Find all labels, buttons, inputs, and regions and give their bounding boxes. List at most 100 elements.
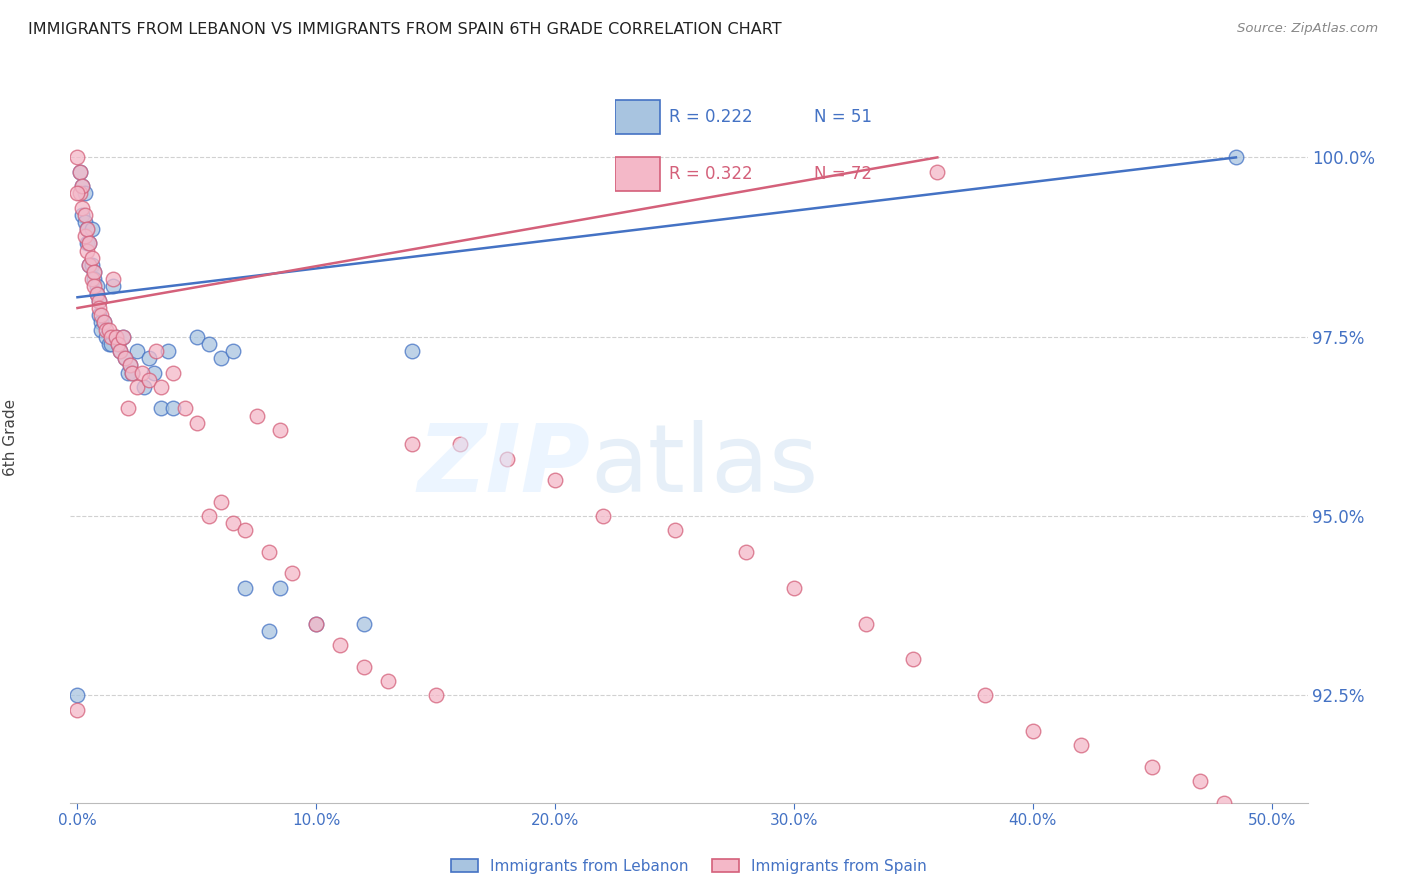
Point [1213,796,1236,810]
Text: atlas: atlas [591,420,818,512]
Point [114,351,136,366]
Point [83,272,105,286]
Point [401,344,423,359]
Point [145,344,167,359]
Point [66,150,89,164]
Point [162,401,184,416]
Point [114,351,136,366]
Point [198,508,221,523]
Point [90,308,112,322]
Point [79,236,101,251]
Point [117,366,139,380]
Point [121,366,143,380]
Point [117,401,139,416]
Point [66,702,89,716]
Point [69,165,91,179]
Point [97,322,120,336]
Point [73,186,96,201]
Point [305,616,328,631]
Point [93,315,115,329]
Point [118,359,141,373]
Point [94,322,117,336]
Point [70,208,93,222]
Point [783,581,806,595]
Point [1189,774,1212,789]
Point [87,293,110,308]
Point [209,351,232,366]
Point [186,329,208,343]
Point [222,516,245,530]
Point [107,336,129,351]
Point [209,494,232,508]
Point [69,165,91,179]
Point [97,336,120,351]
Point [86,279,108,293]
Point [76,236,98,251]
Point [198,336,221,351]
Point [592,508,614,523]
Point [246,409,269,423]
Point [138,373,160,387]
Point [111,329,134,343]
Point [157,344,180,359]
Point [100,329,122,343]
Point [80,258,103,272]
Point [269,581,291,595]
Point [121,366,143,380]
Point [162,366,184,380]
Point [90,322,112,336]
Point [69,186,91,201]
Point [80,222,103,236]
Point [233,581,256,595]
Point [83,279,105,293]
Point [138,351,160,366]
Point [127,380,149,394]
Point [903,652,925,666]
Point [305,616,328,631]
Point [103,272,125,286]
Point [1070,739,1092,753]
Point [131,366,153,380]
Point [222,344,245,359]
Point [87,301,110,315]
Point [927,165,949,179]
Point [110,344,132,359]
Point [118,359,141,373]
Point [544,473,567,487]
Point [104,329,127,343]
Point [90,315,112,329]
Point [281,566,304,581]
Point [66,688,89,702]
Point [80,251,103,265]
Point [87,293,110,308]
Point [70,201,93,215]
Point [1142,760,1164,774]
Point [974,688,997,702]
Point [79,258,101,272]
Point [87,308,110,322]
Point [329,638,352,652]
Point [76,244,98,258]
Point [83,265,105,279]
Point [269,423,291,437]
Text: 6th Grade: 6th Grade [3,399,18,475]
Point [86,286,108,301]
Point [66,186,89,201]
Point [70,179,93,194]
Point [1225,150,1247,164]
Point [103,279,125,293]
Point [134,380,156,394]
Point [83,265,105,279]
Point [100,336,122,351]
Point [353,659,375,673]
Point [855,616,877,631]
Point [73,208,96,222]
Point [664,524,686,538]
Point [76,222,98,236]
Point [257,624,280,638]
Point [76,222,98,236]
Point [150,380,173,394]
Point [377,673,399,688]
Point [73,229,96,244]
Point [150,401,173,416]
